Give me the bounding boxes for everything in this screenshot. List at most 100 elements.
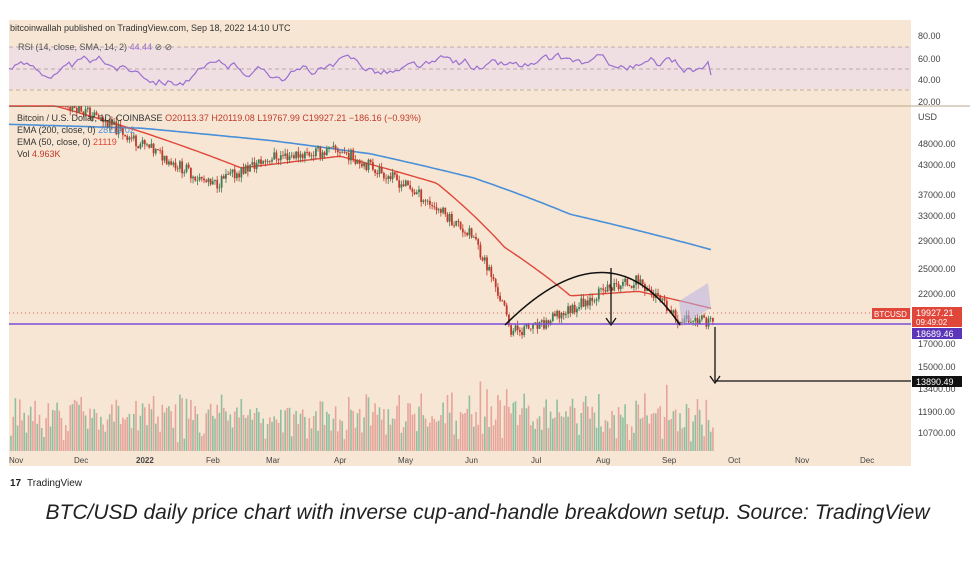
candle bbox=[420, 188, 423, 207]
candle-body bbox=[446, 214, 449, 222]
candle-body bbox=[23, 106, 26, 107]
volume-bar bbox=[91, 417, 93, 451]
candle bbox=[475, 232, 477, 241]
candle-body bbox=[130, 137, 133, 139]
volume-bar bbox=[604, 420, 607, 451]
candle-body bbox=[365, 162, 368, 170]
candle bbox=[253, 157, 256, 173]
candle-body bbox=[624, 278, 626, 282]
rsi-tick: 80.00 bbox=[918, 31, 941, 41]
tradingview-logo[interactable]: 17 TradingView bbox=[10, 478, 83, 489]
candle bbox=[602, 283, 605, 296]
time-axis[interactable]: Nov Dec 2022 Feb Mar Apr May Jun Jul Aug… bbox=[9, 451, 911, 466]
candle bbox=[273, 147, 276, 160]
volume-bar bbox=[707, 419, 710, 451]
volume-bar bbox=[139, 415, 142, 451]
candle-body bbox=[339, 152, 341, 154]
candle-body bbox=[433, 206, 436, 208]
volume-bar bbox=[448, 412, 451, 451]
volume-bar bbox=[95, 413, 98, 451]
candle-body bbox=[214, 179, 216, 181]
candle-body bbox=[172, 162, 175, 165]
volume-bar bbox=[466, 408, 468, 451]
candle bbox=[571, 303, 574, 315]
time-tick: Dec bbox=[74, 456, 88, 465]
candle bbox=[38, 106, 41, 107]
volume-bar bbox=[253, 413, 256, 451]
candle bbox=[586, 295, 589, 309]
volume-bar bbox=[617, 407, 620, 451]
candle bbox=[521, 327, 523, 339]
candle-body bbox=[455, 220, 458, 226]
volume-bar bbox=[194, 406, 196, 451]
candle-body bbox=[312, 155, 315, 157]
volume-bar bbox=[299, 413, 302, 451]
candle bbox=[122, 127, 124, 140]
candle bbox=[503, 299, 506, 307]
candle bbox=[97, 113, 100, 120]
candle-body bbox=[409, 185, 412, 189]
volume-bar bbox=[348, 397, 350, 451]
candle-body bbox=[521, 332, 523, 336]
candle-body bbox=[51, 106, 54, 107]
volume-bar bbox=[280, 409, 282, 451]
candle-body bbox=[148, 144, 151, 148]
volume-bar bbox=[400, 432, 403, 451]
candle-body bbox=[62, 106, 65, 107]
volume-bar bbox=[356, 413, 359, 451]
candle-body bbox=[179, 161, 181, 169]
trading-chart[interactable]: bitcoinwallah published on TradingView.c… bbox=[0, 0, 975, 496]
candle bbox=[198, 173, 201, 182]
candle bbox=[56, 106, 58, 107]
candle-body bbox=[159, 150, 161, 151]
candle-body bbox=[271, 159, 273, 162]
candle-body bbox=[347, 153, 350, 161]
candle-body bbox=[523, 326, 526, 336]
volume-bar bbox=[358, 408, 361, 451]
candle-body bbox=[350, 149, 352, 161]
candle-body bbox=[218, 187, 221, 189]
volume-bar bbox=[523, 393, 525, 451]
time-tick: Aug bbox=[596, 456, 610, 465]
volume-bar bbox=[442, 402, 444, 451]
volume-bar bbox=[47, 403, 50, 451]
price-axis[interactable]: USD 48000.00 43000.00 37000.00 33000.00 … bbox=[872, 112, 962, 438]
volume-bar bbox=[619, 414, 622, 451]
btcusd-tag-bg bbox=[872, 308, 910, 319]
candle-body bbox=[113, 121, 115, 125]
candle-body bbox=[652, 293, 655, 298]
time-tick: Dec bbox=[860, 456, 874, 465]
volume-bar bbox=[698, 409, 701, 451]
volume-bar bbox=[451, 392, 453, 451]
candle bbox=[113, 117, 115, 126]
candle-body bbox=[317, 146, 319, 149]
candle bbox=[407, 180, 409, 186]
volume-bar bbox=[459, 412, 462, 451]
candle bbox=[622, 278, 624, 289]
candle bbox=[119, 120, 122, 132]
candle-body bbox=[146, 144, 148, 146]
time-tick: Feb bbox=[206, 456, 220, 465]
candle bbox=[18, 106, 21, 107]
candle-body bbox=[297, 151, 300, 158]
volume-bar bbox=[494, 419, 497, 451]
candle bbox=[466, 232, 469, 237]
volume-bar bbox=[229, 414, 232, 451]
candle-body bbox=[60, 106, 63, 107]
rsi-legend-icons: ⊘ ⊘ bbox=[155, 42, 173, 52]
volume-bar bbox=[54, 410, 56, 451]
candle-body bbox=[308, 152, 311, 156]
volume-bar bbox=[440, 415, 442, 451]
time-tick: Jun bbox=[465, 456, 478, 465]
candle-body bbox=[163, 155, 166, 161]
volume-bar bbox=[374, 403, 376, 451]
candle-body bbox=[492, 277, 495, 280]
candle-body bbox=[207, 178, 210, 182]
candle-body bbox=[505, 305, 508, 315]
price-tick: 43000.00 bbox=[918, 160, 956, 170]
volume-bar bbox=[663, 416, 666, 451]
volume-bar bbox=[492, 425, 495, 451]
ohlc-values: O20113.37 H20119.08 L19767.99 C19927.21 … bbox=[165, 113, 421, 123]
candle-body bbox=[457, 220, 460, 222]
candle bbox=[279, 150, 282, 166]
